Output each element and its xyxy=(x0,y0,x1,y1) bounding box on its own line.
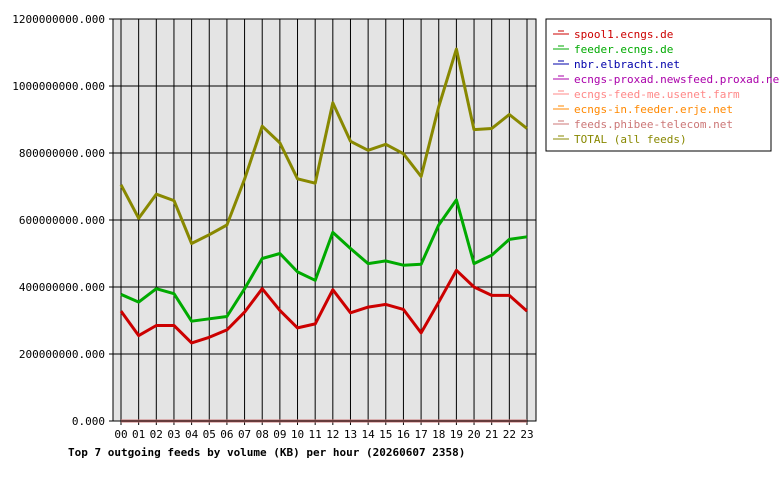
x-tick-label: 15 xyxy=(379,428,392,441)
x-tick-label: 08 xyxy=(256,428,269,441)
legend-item: feeder.ecngs.de xyxy=(553,43,673,56)
y-tick-label: 200000000.000 xyxy=(19,348,105,361)
legend-label: ecngs-in.feeder.erje.net xyxy=(574,103,733,116)
x-tick-label: 22 xyxy=(503,428,516,441)
x-tick-label: 07 xyxy=(238,428,251,441)
legend-item: nbr.elbracht.net xyxy=(553,58,680,71)
legend-item: TOTAL (all feeds) xyxy=(553,133,687,146)
y-tick-label: 400000000.000 xyxy=(19,281,105,294)
x-tick-label: 12 xyxy=(326,428,339,441)
x-tick-label: 17 xyxy=(414,428,427,441)
legend: spool1.ecngs.de feeder.ecngs.de nbr.elbrac… xyxy=(545,18,780,152)
x-tick-label: 05 xyxy=(203,428,216,441)
legend-label: nbr.elbracht.net xyxy=(574,58,680,71)
series-line-0 xyxy=(119,268,528,345)
x-tick-label: 21 xyxy=(485,428,498,441)
legend-item: spool1.ecngs.de xyxy=(553,28,673,41)
chart-title: Top 7 outgoing feeds by volume (KB) per … xyxy=(68,446,465,459)
y-tick-label: 600000000.000 xyxy=(19,214,105,227)
x-tick-label: 06 xyxy=(220,428,233,441)
x-tick-label: 11 xyxy=(309,428,322,441)
y-axis-ticks: 0.000 200000000.000 400000000.000 600000000… xyxy=(12,13,113,428)
x-axis-ticks: 00 01 02 03 04 05 06 07 08 09 10 11 12 13 14 15 16 17 18 19… xyxy=(114,421,534,441)
x-tick-label: 16 xyxy=(397,428,410,441)
y-tick-label: 1200000000.000 xyxy=(12,13,105,26)
legend-item: ecngs-in.feeder.erje.net xyxy=(553,103,733,116)
x-tick-label: 23 xyxy=(520,428,533,441)
x-tick-label: 01 xyxy=(132,428,145,441)
y-tick-label: 1000000000.000 xyxy=(12,80,105,93)
legend-item: ecngs-feed-me.usenet.farm xyxy=(553,88,740,101)
y-tick-label: 800000000.000 xyxy=(19,147,105,160)
x-tick-label: 04 xyxy=(185,428,199,441)
legend-label: spool1.ecngs.de xyxy=(574,28,673,41)
x-tick-label: 00 xyxy=(114,428,127,441)
series-line-1 xyxy=(120,198,528,323)
series-line-7 xyxy=(119,47,528,245)
x-tick-label: 10 xyxy=(291,428,304,441)
x-tick-label: 09 xyxy=(273,428,286,441)
legend-item: feeds.phibee-telecom.net xyxy=(553,118,733,131)
x-tick-label: 13 xyxy=(344,428,357,441)
x-tick-label: 03 xyxy=(167,428,180,441)
legend-label: ecngs-feed-me.usenet.farm xyxy=(574,88,740,101)
y-tick-label: 0.000 xyxy=(72,415,105,428)
x-tick-label: 19 xyxy=(450,428,463,441)
legend-label: TOTAL (all feeds) xyxy=(574,133,687,146)
legend-label: feeds.phibee-telecom.net xyxy=(574,118,733,131)
plot-frame xyxy=(112,18,537,422)
legend-box xyxy=(545,18,772,152)
x-tick-label: 02 xyxy=(150,428,163,441)
x-tick-label: 14 xyxy=(362,428,376,441)
legend-label: feeder.ecngs.de xyxy=(574,43,673,56)
legend-label: ecngs-proxad.newsfeed.proxad.net xyxy=(574,73,780,86)
legend-item: ecngs-proxad.newsfeed.proxad.net xyxy=(553,73,780,86)
x-tick-label: 18 xyxy=(432,428,445,441)
x-tick-label: 20 xyxy=(467,428,480,441)
